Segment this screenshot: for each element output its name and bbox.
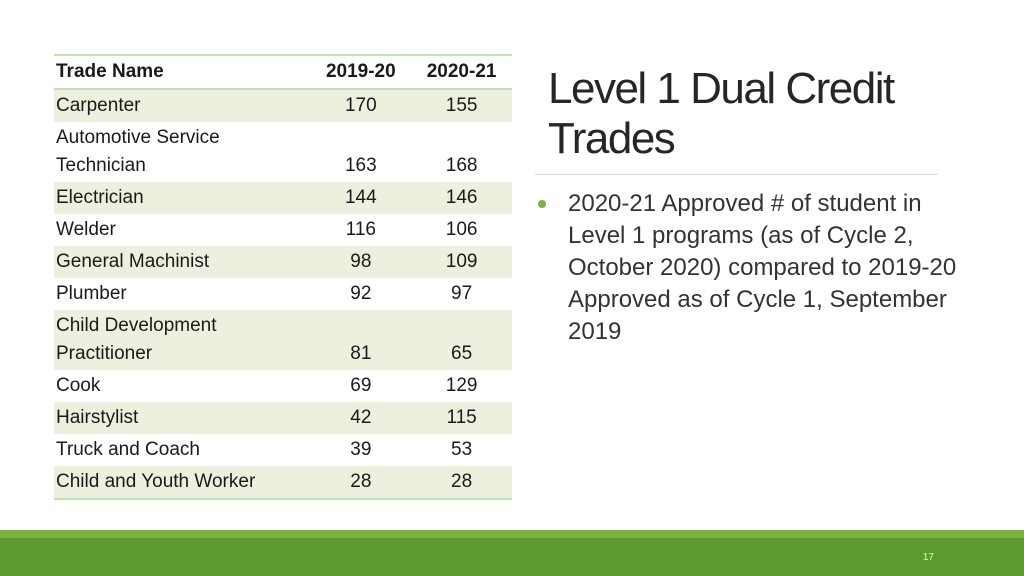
value-2019-20-cell: 92	[350, 283, 372, 304]
trade-name-cell: Electrician	[54, 182, 311, 214]
bullet-text: 2020-21 Approved # of student in Level 1…	[568, 190, 957, 345]
header-2019-20: 2019-20	[310, 55, 412, 90]
value-2020-21-cell: 106	[445, 219, 478, 240]
header-2020-21: 2020-21	[411, 55, 512, 90]
value-2020-21-cell: 109	[411, 246, 512, 278]
value-2020-21-cell: 168	[445, 155, 478, 176]
value-2020-21-cell: 65	[411, 310, 512, 370]
table-row: Cook 69 129	[54, 370, 512, 402]
value-2020-21-cell: 155	[411, 89, 512, 122]
value-2019-20-cell: 116	[345, 219, 376, 240]
table-row: Child and Youth Worker 28 28	[54, 466, 512, 499]
trade-name-cell: Welder	[56, 219, 116, 240]
footer-accent-line	[0, 530, 1024, 538]
table-row: Automotive Service Technician 163 168	[54, 122, 512, 182]
table-row: Truck and Coach 39 53	[54, 434, 512, 466]
table-row: Welder 116 106	[54, 214, 512, 246]
slide-number: 17	[922, 552, 934, 563]
trade-name-cell: Plumber	[56, 283, 127, 304]
title-divider	[535, 174, 938, 175]
header-trade-name: Trade Name	[54, 55, 311, 90]
value-2019-20-cell: 163	[344, 155, 377, 176]
value-2020-21-cell: 28	[411, 466, 512, 499]
trade-name-cell: Carpenter	[54, 89, 311, 122]
value-2019-20-cell: 39	[350, 439, 372, 460]
value-2019-20-cell: 28	[310, 466, 412, 499]
value-2020-21-cell: 97	[451, 283, 473, 304]
table-row: General Machinist 98 109	[54, 246, 512, 278]
table-row: Carpenter 170 155	[54, 89, 512, 122]
trade-table: Trade Name 2019-20 2020-21 Carpenter 170…	[54, 54, 512, 500]
trade-name-cell: Hairstylist	[54, 402, 311, 434]
value-2019-20-cell: 69	[350, 375, 372, 396]
footer-band	[0, 538, 1024, 576]
value-2020-21-cell: 115	[411, 402, 512, 434]
value-2019-20-cell: 98	[310, 246, 412, 278]
trade-name-cell: General Machinist	[54, 246, 311, 278]
bullet-dot-icon	[538, 200, 546, 208]
table-row: Child Development Practitioner 81 65	[54, 310, 512, 370]
value-2019-20-cell: 42	[310, 402, 412, 434]
trade-name-cell: Cook	[56, 375, 101, 396]
value-2020-21-cell: 129	[445, 375, 478, 396]
value-2019-20-cell: 170	[310, 89, 412, 122]
trade-name-cell: Truck and Coach	[56, 439, 200, 460]
trade-name-cell: Automotive Service Technician	[56, 127, 220, 176]
value-2019-20-cell: 144	[310, 182, 412, 214]
table-row: Hairstylist 42 115	[54, 402, 512, 434]
table-row: Plumber 92 97	[54, 278, 512, 310]
bullet-item: 2020-21 Approved # of student in Level 1…	[538, 188, 968, 348]
table-header-row: Trade Name 2019-20 2020-21	[54, 55, 512, 90]
trade-name-cell: Child Development Practitioner	[54, 310, 311, 370]
table-row: Electrician 144 146	[54, 182, 512, 214]
slide-title: Level 1 Dual Credit Trades	[548, 64, 895, 163]
value-2020-21-cell: 146	[411, 182, 512, 214]
trade-name-cell: Child and Youth Worker	[54, 466, 311, 499]
value-2020-21-cell: 53	[451, 439, 473, 460]
value-2019-20-cell: 81	[310, 310, 412, 370]
